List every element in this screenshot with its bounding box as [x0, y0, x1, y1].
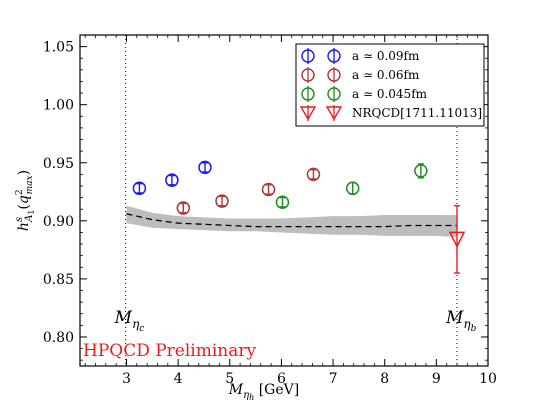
x-axis-label: Mηh [GeV]	[228, 382, 299, 402]
data-point	[165, 173, 179, 187]
legend-marker	[327, 68, 341, 82]
data-point	[261, 182, 276, 197]
legend-marker	[301, 68, 315, 82]
marker-circle	[261, 182, 276, 197]
data-point	[448, 205, 466, 274]
marker-circle	[176, 201, 191, 215]
marker-circle	[198, 160, 212, 175]
vline-label-1: Mηb	[445, 308, 477, 334]
y-axis-label: hsA1(q2max)	[14, 170, 36, 231]
legend-entry: a ≃ 0.045fm	[301, 86, 428, 102]
svg-text:Mηb: Mηb	[445, 308, 477, 334]
series-2	[275, 163, 428, 209]
legend: a ≃ 0.09fm a ≃ 0.06fm a ≃ 0.045fm NRQCD[171…	[295, 43, 485, 127]
y-tick-label: 1.05	[43, 40, 74, 56]
legend-label: a ≃ 0.06fm	[352, 68, 420, 82]
series-0	[132, 160, 212, 196]
legend-label: a ≃ 0.045fm	[352, 87, 428, 101]
data-point	[306, 167, 321, 182]
x-tick-label: 6	[277, 371, 286, 387]
legend-entry: NRQCD[1711.11013]	[299, 105, 482, 121]
legend-marker	[299, 106, 317, 121]
marker-circle	[165, 173, 179, 187]
x-tick-label: 7	[329, 371, 338, 387]
marker-circle	[215, 194, 229, 208]
x-tick-label: 4	[174, 371, 183, 387]
marker-circle	[275, 195, 290, 209]
data-point	[215, 194, 229, 208]
preliminary-annotation: HPQCD Preliminary	[83, 341, 257, 361]
legend-marker	[327, 49, 341, 63]
legend-marker	[301, 87, 315, 101]
y-tick-label: 0.95	[43, 156, 74, 172]
data-point	[198, 160, 212, 175]
x-tick-label: 3	[122, 371, 131, 387]
legend-label: NRQCD[1711.11013]	[352, 106, 482, 120]
legend-box	[295, 43, 485, 127]
x-tick-label: 9	[432, 371, 441, 387]
y-tick-label: 0.80	[43, 330, 74, 346]
marker-circle	[414, 164, 428, 178]
y-tick-label: 1.00	[43, 98, 74, 114]
marker-triangle	[448, 231, 466, 249]
marker-circle	[306, 167, 321, 182]
data-point	[132, 181, 147, 196]
data-point	[345, 181, 360, 196]
legend-label: a ≃ 0.09fm	[352, 49, 420, 63]
data-point	[414, 163, 428, 179]
fit-band	[126, 205, 458, 238]
marker-circle	[132, 181, 147, 196]
legend-marker	[327, 87, 341, 101]
marker-circle	[345, 181, 360, 196]
svg-text:Mηc: Mηc	[114, 308, 145, 334]
vline-label-0: Mηc	[114, 308, 145, 334]
x-tick-label: 10	[479, 371, 497, 387]
series-3	[448, 205, 466, 274]
legend-entry: a ≃ 0.06fm	[301, 67, 420, 83]
x-tick-label: 5	[225, 371, 234, 387]
legend-marker	[325, 106, 343, 121]
legend-marker	[301, 49, 315, 63]
series-1	[176, 167, 321, 215]
x-tick-label: 8	[380, 371, 389, 387]
plot-frame	[79, 34, 489, 367]
fit-central-line	[126, 213, 458, 228]
y-tick-label: 0.85	[43, 272, 74, 288]
legend-entry: a ≃ 0.09fm	[301, 48, 420, 64]
data-point	[275, 195, 290, 209]
y-tick-label: 0.90	[43, 214, 74, 230]
data-point	[176, 201, 191, 215]
